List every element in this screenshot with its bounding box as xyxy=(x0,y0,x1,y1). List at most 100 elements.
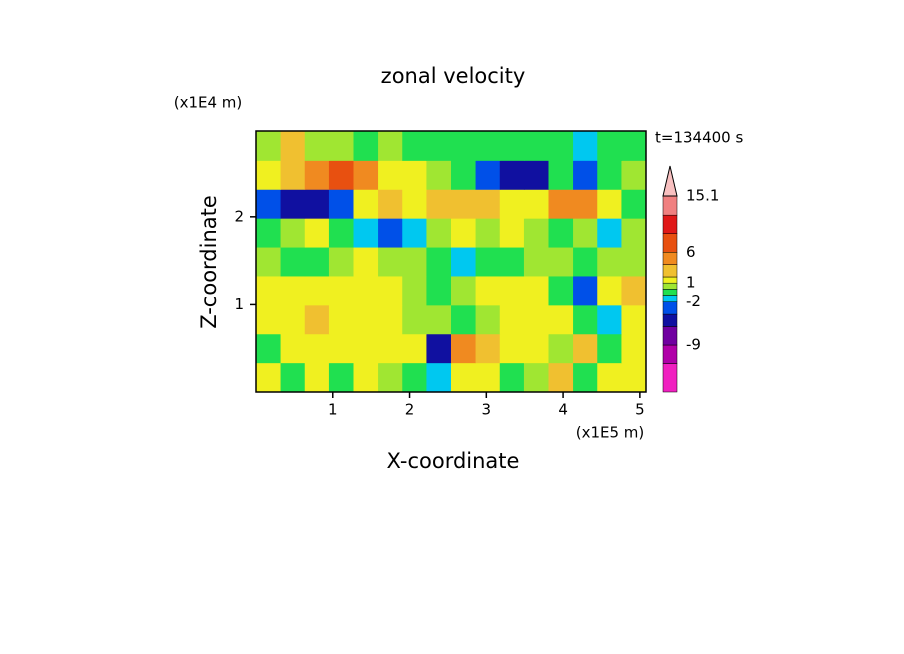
contour-cell xyxy=(499,247,525,277)
contour-cell xyxy=(597,189,622,219)
contour-cell xyxy=(353,189,379,219)
contour-cell xyxy=(523,160,549,190)
contour-cell xyxy=(402,131,427,161)
contour-cell xyxy=(621,247,647,277)
contour-cell xyxy=(621,218,647,248)
x-tick-label: 2 xyxy=(405,401,415,419)
contour-cell xyxy=(451,247,477,277)
chart-title: zonal velocity xyxy=(381,64,526,88)
contour-cell xyxy=(475,304,501,335)
contour-cell xyxy=(573,160,598,190)
contour-cell xyxy=(597,247,622,277)
contour-cell xyxy=(280,218,306,248)
x-axis-title: X-coordinate xyxy=(387,449,520,473)
colorbar-box xyxy=(662,233,678,253)
contour-cell xyxy=(573,247,598,277)
contour-cell xyxy=(402,247,427,277)
contour-cell xyxy=(523,131,549,161)
contour-cell xyxy=(621,160,647,190)
colorbar-triangle xyxy=(662,165,678,197)
contour-cell xyxy=(548,275,574,306)
contour-cell xyxy=(280,189,306,219)
contour-cell xyxy=(451,333,477,364)
colorbar-label: 1 xyxy=(686,274,696,292)
contour-cell xyxy=(499,275,525,306)
contour-cell xyxy=(451,189,477,219)
contour-cell xyxy=(378,160,403,190)
contour-cell xyxy=(378,333,403,364)
x-tick-label: 5 xyxy=(635,401,645,419)
contour-cell xyxy=(328,275,354,306)
contour-cell xyxy=(426,275,452,306)
contour-cell xyxy=(523,304,549,335)
contour-cell xyxy=(475,362,501,393)
contour-cell xyxy=(548,218,574,248)
colorbar-box xyxy=(662,195,678,216)
contour-cell xyxy=(499,333,525,364)
contour-cell xyxy=(573,218,598,248)
x-tick-label: 3 xyxy=(482,401,492,419)
colorbar-box xyxy=(662,344,678,364)
contour-cell xyxy=(523,333,549,364)
contour-cell xyxy=(475,275,501,306)
contour-cell xyxy=(328,160,354,190)
colorbar-label: -2 xyxy=(686,292,701,310)
contour-cell xyxy=(573,189,598,219)
contour-cell xyxy=(402,304,427,335)
contour-cell xyxy=(256,160,282,190)
contour-cell xyxy=(378,131,403,161)
contour-cell xyxy=(548,131,574,161)
contour-cell xyxy=(451,218,477,248)
contour-cell xyxy=(280,131,306,161)
contour-cell xyxy=(621,189,647,219)
contour-cell xyxy=(548,247,574,277)
contour-cell xyxy=(304,160,330,190)
contour-cell xyxy=(353,275,379,306)
contour-cell xyxy=(523,275,549,306)
contour-cell xyxy=(597,218,622,248)
contour-cell xyxy=(548,160,574,190)
contour-cell xyxy=(499,131,525,161)
contour-cell xyxy=(523,189,549,219)
colorbar-label: 6 xyxy=(686,243,696,261)
plot-frame xyxy=(255,130,647,393)
contour-cell xyxy=(402,218,427,248)
contour-cell xyxy=(475,247,501,277)
contour-cell xyxy=(353,304,379,335)
contour-cell xyxy=(304,131,330,161)
contour-cell xyxy=(475,160,501,190)
x-tick-label: 1 xyxy=(328,401,338,419)
contour-cell xyxy=(597,275,622,306)
contour-cell xyxy=(451,131,477,161)
contour-cell xyxy=(304,333,330,364)
contour-cell xyxy=(353,247,379,277)
contour-cell xyxy=(621,333,647,364)
contour-cell xyxy=(328,333,354,364)
contour-cell xyxy=(499,362,525,393)
contour-cell xyxy=(328,247,354,277)
contour-cell xyxy=(378,362,403,393)
contour-cell xyxy=(280,362,306,393)
contour-cell xyxy=(475,189,501,219)
y-tick-label: 1 xyxy=(234,295,244,313)
contour-cell xyxy=(621,304,647,335)
contour-cell xyxy=(378,218,403,248)
colorbar-box xyxy=(662,214,678,234)
contour-cell xyxy=(573,362,598,393)
contour-cell xyxy=(523,218,549,248)
contour-cell xyxy=(353,218,379,248)
contour-cell xyxy=(256,218,282,248)
colorbar-label: -9 xyxy=(686,336,701,354)
contour-cell xyxy=(256,275,282,306)
contour-cell xyxy=(304,275,330,306)
contour-cell xyxy=(402,189,427,219)
contour-cell xyxy=(378,247,403,277)
contour-cell xyxy=(621,275,647,306)
contour-cell xyxy=(402,275,427,306)
contour-cell xyxy=(548,333,574,364)
contour-cell xyxy=(548,189,574,219)
y-axis-title: Z-coordinate xyxy=(197,195,221,329)
contour-cell xyxy=(573,131,598,161)
contour-cell xyxy=(621,362,647,393)
